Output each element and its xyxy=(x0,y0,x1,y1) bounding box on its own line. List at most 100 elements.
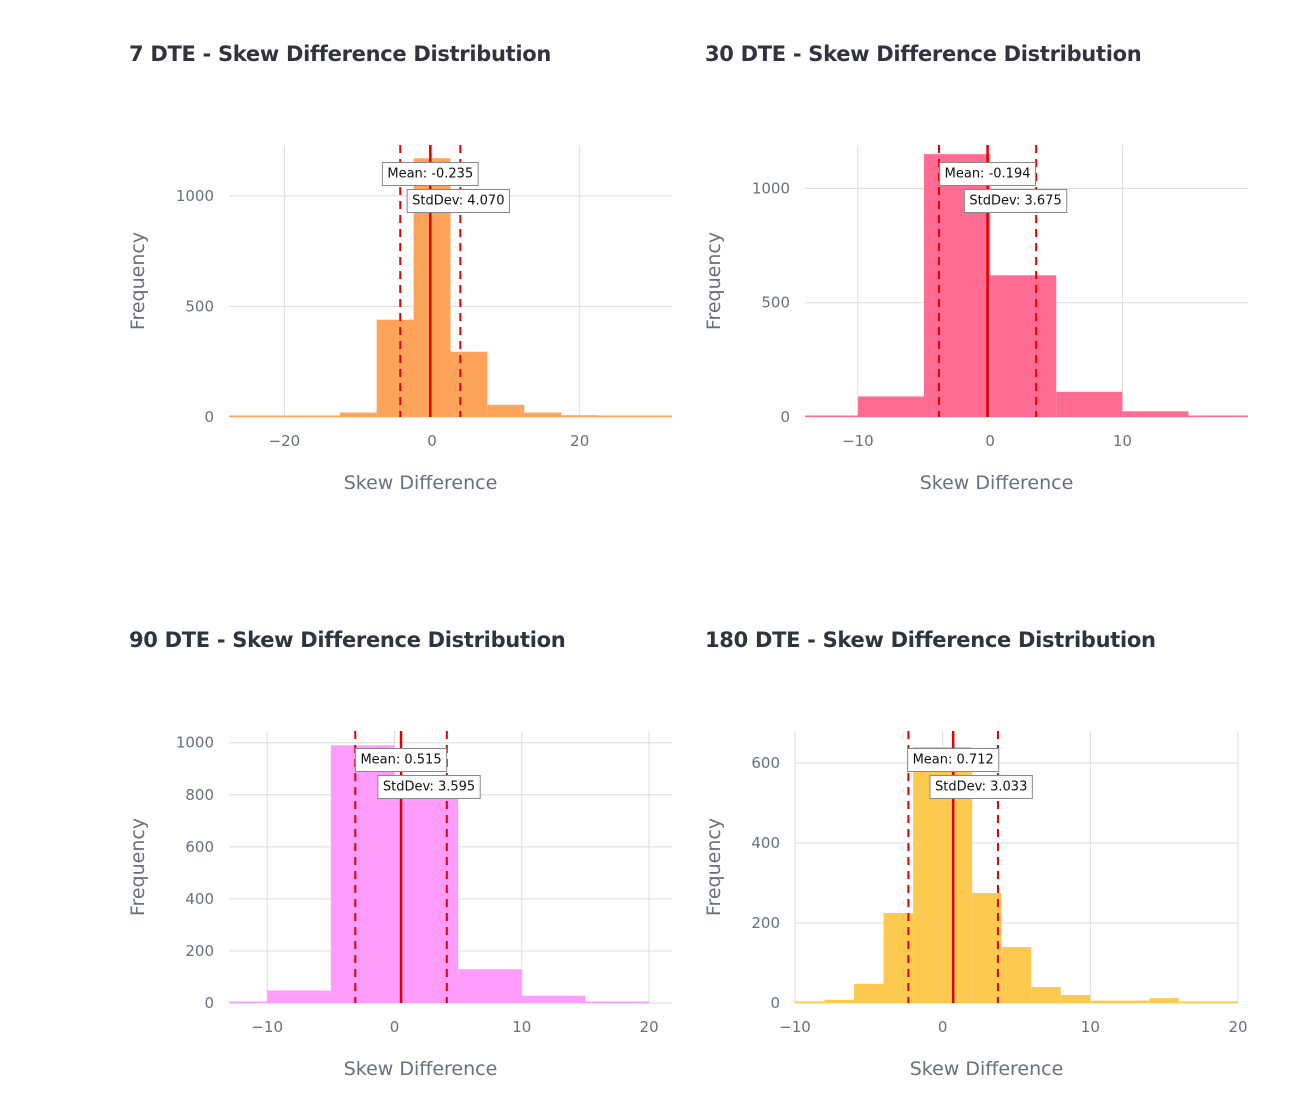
y-tick-label: 0 xyxy=(780,408,790,426)
histogram-bar xyxy=(229,1001,268,1003)
stddev-annotation: StdDev: 3.595 xyxy=(377,775,481,799)
stddev-annotation-box xyxy=(963,189,1068,213)
histogram-bar xyxy=(824,999,855,1003)
histogram-bar xyxy=(1090,1000,1120,1003)
x-axis-title: Skew Difference xyxy=(920,472,1074,494)
stddev-annotation-text: StdDev: 3.675 xyxy=(969,194,1061,209)
y-tick-label: 0 xyxy=(770,994,780,1012)
chart-title: 7 DTE - Skew Difference Distribution xyxy=(129,42,552,66)
y-axis-title: Frequency xyxy=(703,818,725,916)
x-tick-label: 10 xyxy=(1081,1018,1100,1036)
x-tick-label: 0 xyxy=(985,432,995,450)
chart-panel-90dte: 90 DTE - Skew Difference Distribution Me… xyxy=(127,628,689,1098)
y-tick-label: 400 xyxy=(751,834,780,852)
x-tick-label: 10 xyxy=(512,1018,531,1036)
x-axis-title: Skew Difference xyxy=(910,1058,1064,1080)
y-tick-label: 1000 xyxy=(176,734,214,752)
chart-panel-7dte: 7 DTE - Skew Difference Distribution Mea… xyxy=(127,42,689,512)
histogram-bar xyxy=(1001,947,1032,1003)
x-tick-label: −10 xyxy=(779,1018,811,1036)
chart-panel-180dte: 180 DTE - Skew Difference Distribution M… xyxy=(703,628,1265,1098)
histogram-7dte: Mean: -0.235 StdDev: 4.070 −20 0 20 0 500 1000 S… xyxy=(127,145,672,494)
histogram-bar xyxy=(458,969,522,1003)
y-tick-label: 600 xyxy=(185,838,214,856)
histogram-bar xyxy=(487,404,525,417)
mean-annotation-box xyxy=(907,748,1000,772)
stddev-annotation: StdDev: 3.675 xyxy=(963,189,1068,213)
mean-annotation-text: Mean: 0.712 xyxy=(913,753,994,768)
histogram-bar xyxy=(990,275,1057,417)
y-tick-label: 1000 xyxy=(176,187,214,205)
histogram-bar xyxy=(521,995,586,1003)
x-axis-title: Skew Difference xyxy=(344,1058,498,1080)
stddev-annotation-box xyxy=(377,775,481,799)
chart-panel-30dte: 30 DTE - Skew Difference Distribution Me… xyxy=(703,42,1265,512)
chart-title: 180 DTE - Skew Difference Distribution xyxy=(705,628,1156,652)
histogram-bar xyxy=(229,415,266,417)
histogram-bar xyxy=(857,396,925,417)
x-tick-label: 0 xyxy=(938,1018,948,1036)
y-tick-label: 200 xyxy=(751,914,780,932)
histogram-bar xyxy=(265,415,303,417)
mean-annotation-text: Mean: -0.235 xyxy=(387,167,473,182)
histogram-bar xyxy=(450,351,488,417)
histogram-bar xyxy=(1122,411,1189,417)
stddev-annotation-box xyxy=(929,775,1033,799)
y-tick-label: 0 xyxy=(204,408,214,426)
mean-annotation: Mean: -0.235 xyxy=(381,162,479,186)
y-tick-label: 600 xyxy=(751,754,780,772)
histogram-bar xyxy=(635,415,672,417)
x-tick-label: −20 xyxy=(269,432,301,450)
x-tick-label: −10 xyxy=(842,432,874,450)
mean-annotation-box xyxy=(354,748,448,772)
histogram-bar xyxy=(795,1001,825,1003)
mean-annotation: Mean: -0.194 xyxy=(939,162,1036,186)
stddev-annotation-text: StdDev: 3.595 xyxy=(383,780,475,795)
histogram-bars xyxy=(805,154,1248,417)
y-tick-label: 500 xyxy=(185,297,214,315)
histogram-bar xyxy=(1060,995,1091,1003)
histogram-bar xyxy=(585,1001,650,1003)
stddev-annotation-box xyxy=(406,189,510,213)
stddev-annotation: StdDev: 3.033 xyxy=(929,775,1033,799)
histogram-bar xyxy=(1119,1000,1150,1003)
y-tick-label: 200 xyxy=(185,942,214,960)
y-tick-label: 800 xyxy=(185,786,214,804)
x-axis-title: Skew Difference xyxy=(344,472,498,494)
histogram-bar xyxy=(1056,391,1123,417)
histogram-bar xyxy=(267,990,331,1003)
y-tick-label: 0 xyxy=(204,994,214,1012)
x-tick-label: 20 xyxy=(640,1018,659,1036)
stddev-annotation-text: StdDev: 4.070 xyxy=(412,194,504,209)
stddev-annotation-text: StdDev: 3.033 xyxy=(935,780,1027,795)
x-tick-label: 0 xyxy=(390,1018,400,1036)
stddev-annotation: StdDev: 4.070 xyxy=(406,189,510,213)
mean-annotation-box xyxy=(381,162,479,186)
mean-annotation: Mean: 0.515 xyxy=(354,748,448,772)
histogram-bar xyxy=(339,412,377,417)
histogram-bar xyxy=(302,415,340,417)
y-axis-title: Frequency xyxy=(127,818,149,916)
x-tick-label: −10 xyxy=(251,1018,283,1036)
histogram-bar xyxy=(1031,987,1061,1003)
mean-annotation-text: Mean: -0.194 xyxy=(945,167,1031,182)
mean-annotation: Mean: 0.712 xyxy=(907,748,1000,772)
y-tick-label: 500 xyxy=(761,294,790,312)
y-axis-title: Frequency xyxy=(127,232,149,330)
x-tick-label: 0 xyxy=(427,432,437,450)
histogram-bar xyxy=(1188,415,1248,417)
chart-title: 30 DTE - Skew Difference Distribution xyxy=(705,42,1142,66)
x-tick-label: 20 xyxy=(1228,1018,1247,1036)
histogram-bar xyxy=(598,415,636,417)
chart-title: 90 DTE - Skew Difference Distribution xyxy=(129,628,566,652)
histogram-bar xyxy=(805,415,858,417)
histogram-bar xyxy=(1149,998,1179,1003)
y-tick-label: 400 xyxy=(185,890,214,908)
histogram-30dte: Mean: -0.194 StdDev: 3.675 −10 0 10 0 500 1000 S… xyxy=(703,145,1248,494)
y-tick-label: 1000 xyxy=(752,179,790,197)
histogram-bar xyxy=(561,415,599,417)
histogram-bar xyxy=(376,319,414,417)
y-axis-title: Frequency xyxy=(703,232,725,330)
